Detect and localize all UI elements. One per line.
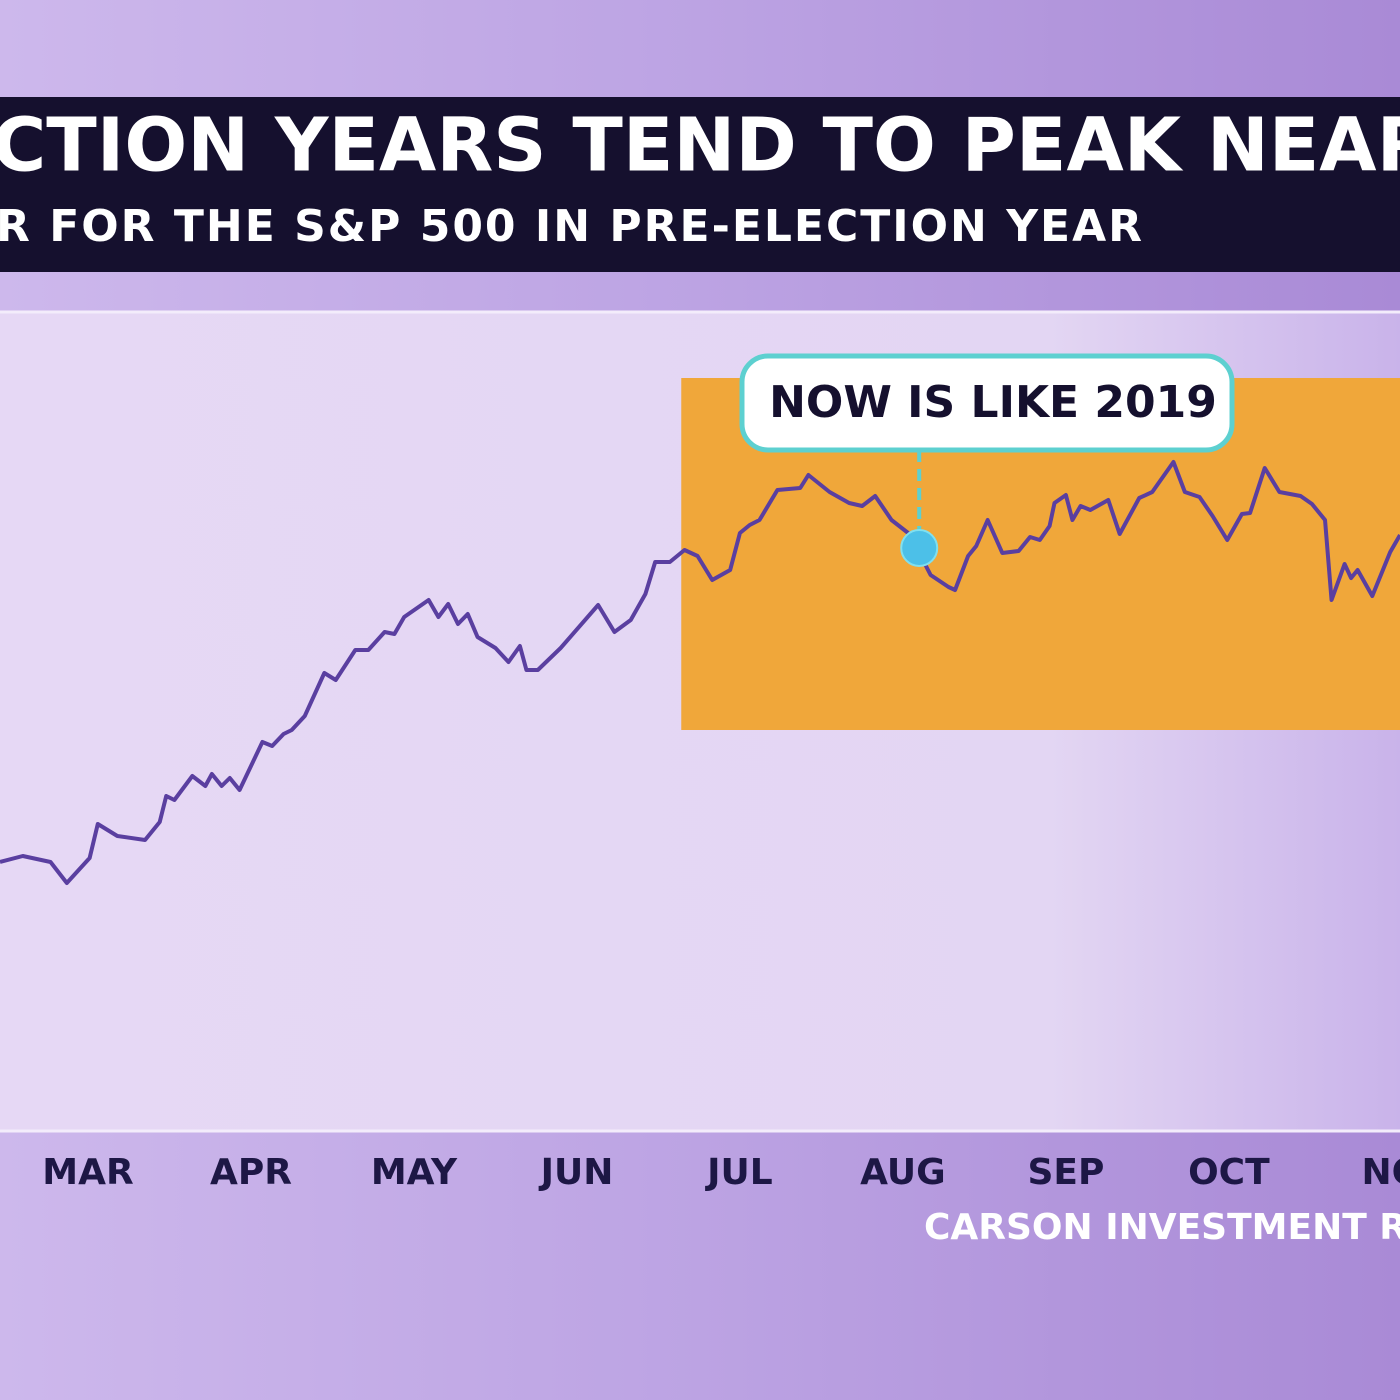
title-banner xyxy=(0,97,1400,272)
chart-title: CTION YEARS TEND TO PEAK NEAR H xyxy=(0,103,1400,189)
x-tick-label: SEP xyxy=(1027,1152,1104,1193)
x-tick-label: JUL xyxy=(704,1152,773,1193)
source-note: CARSON INVESTMENT RES xyxy=(924,1207,1400,1248)
annotation-text: NOW IS LIKE 2019 xyxy=(769,377,1217,428)
x-tick-label: MAY xyxy=(371,1152,458,1193)
x-tick-label: APR xyxy=(210,1152,292,1193)
data-line xyxy=(0,460,1400,885)
chart-subtitle: R FOR THE S&P 500 IN PRE-ELECTION YEAR xyxy=(0,201,1144,252)
x-tick-label: OCT xyxy=(1188,1152,1270,1193)
x-tick-label: MAR xyxy=(42,1152,133,1193)
annotation-box xyxy=(739,353,1235,453)
x-tick-label: AUG xyxy=(860,1152,946,1193)
x-tick-label: NO xyxy=(1361,1152,1400,1193)
x-tick-label: JUN xyxy=(538,1152,614,1193)
annotation-dot xyxy=(900,529,939,567)
